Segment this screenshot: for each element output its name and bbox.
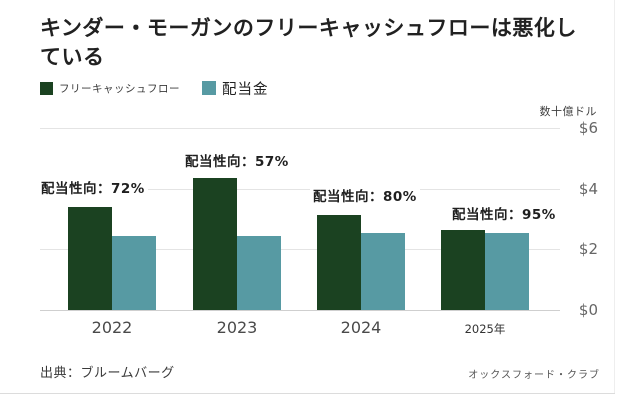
card-right-edge: [614, 0, 615, 393]
chart-title: キンダー・モーガンのフリーキャッシュフローは悪化し ている: [40, 14, 585, 72]
x-tick-2025: 2025年: [464, 322, 506, 336]
bar-group-2025年: [441, 128, 529, 310]
gridline-4: [40, 189, 560, 190]
chart-title-line1: キンダー・モーガンのフリーキャッシュフローは悪化し: [40, 16, 577, 40]
y-axis-unit-label: 数十億ドル: [539, 105, 597, 118]
bar-group-2023: [193, 128, 281, 310]
x-tick-2023: 2023: [216, 318, 258, 337]
bar-dividend-2025年: [485, 232, 529, 310]
legend: フリーキャッシュフロー 配当金: [40, 78, 269, 99]
bar-group-2022: [68, 128, 156, 310]
x-tick-2022: 2022: [91, 318, 133, 337]
annotation-payout-2025: 配当性向：95%: [449, 202, 559, 224]
bar-dividend-2022: [112, 235, 156, 310]
y-tick-0: $0: [578, 301, 598, 319]
annotation-payout-2023: 配当性向：57%: [182, 149, 292, 171]
y-tick-6: $6: [578, 119, 598, 137]
legend-label-fcf: フリーキャッシュフロー: [59, 82, 180, 95]
bar-fcf-2025年: [441, 229, 485, 310]
annotation-payout-2022: 配当性向：72%: [38, 176, 148, 198]
legend-label-dividend: 配当金: [222, 81, 269, 98]
legend-item-fcf: フリーキャッシュフロー: [40, 81, 180, 96]
x-axis-line: [40, 310, 560, 311]
bar-fcf-2024: [317, 214, 361, 310]
bar-fcf-2022: [68, 206, 112, 310]
y-tick-2: $2: [578, 240, 598, 258]
bar-dividend-2024: [361, 232, 405, 310]
source-text: 出典：ブルームバーグ: [40, 366, 175, 381]
chart-title-line2: ている: [40, 45, 105, 69]
gridline-2: [40, 249, 560, 250]
bar-fcf-2023: [193, 178, 237, 310]
credit-text: オックスフォード・クラブ: [468, 370, 600, 381]
legend-item-dividend: 配当金: [202, 78, 269, 99]
x-tick-2024: 2024: [340, 318, 382, 337]
bar-group-2024: [317, 128, 405, 310]
bar-dividend-2023: [237, 235, 281, 310]
y-tick-4: $4: [578, 180, 598, 198]
legend-swatch-fcf: [40, 81, 53, 95]
card-bottom-edge: [0, 393, 615, 394]
legend-swatch-dividend: [202, 81, 216, 95]
annotation-payout-2024: 配当性向：80%: [310, 184, 420, 206]
gridline-6: [40, 128, 560, 129]
